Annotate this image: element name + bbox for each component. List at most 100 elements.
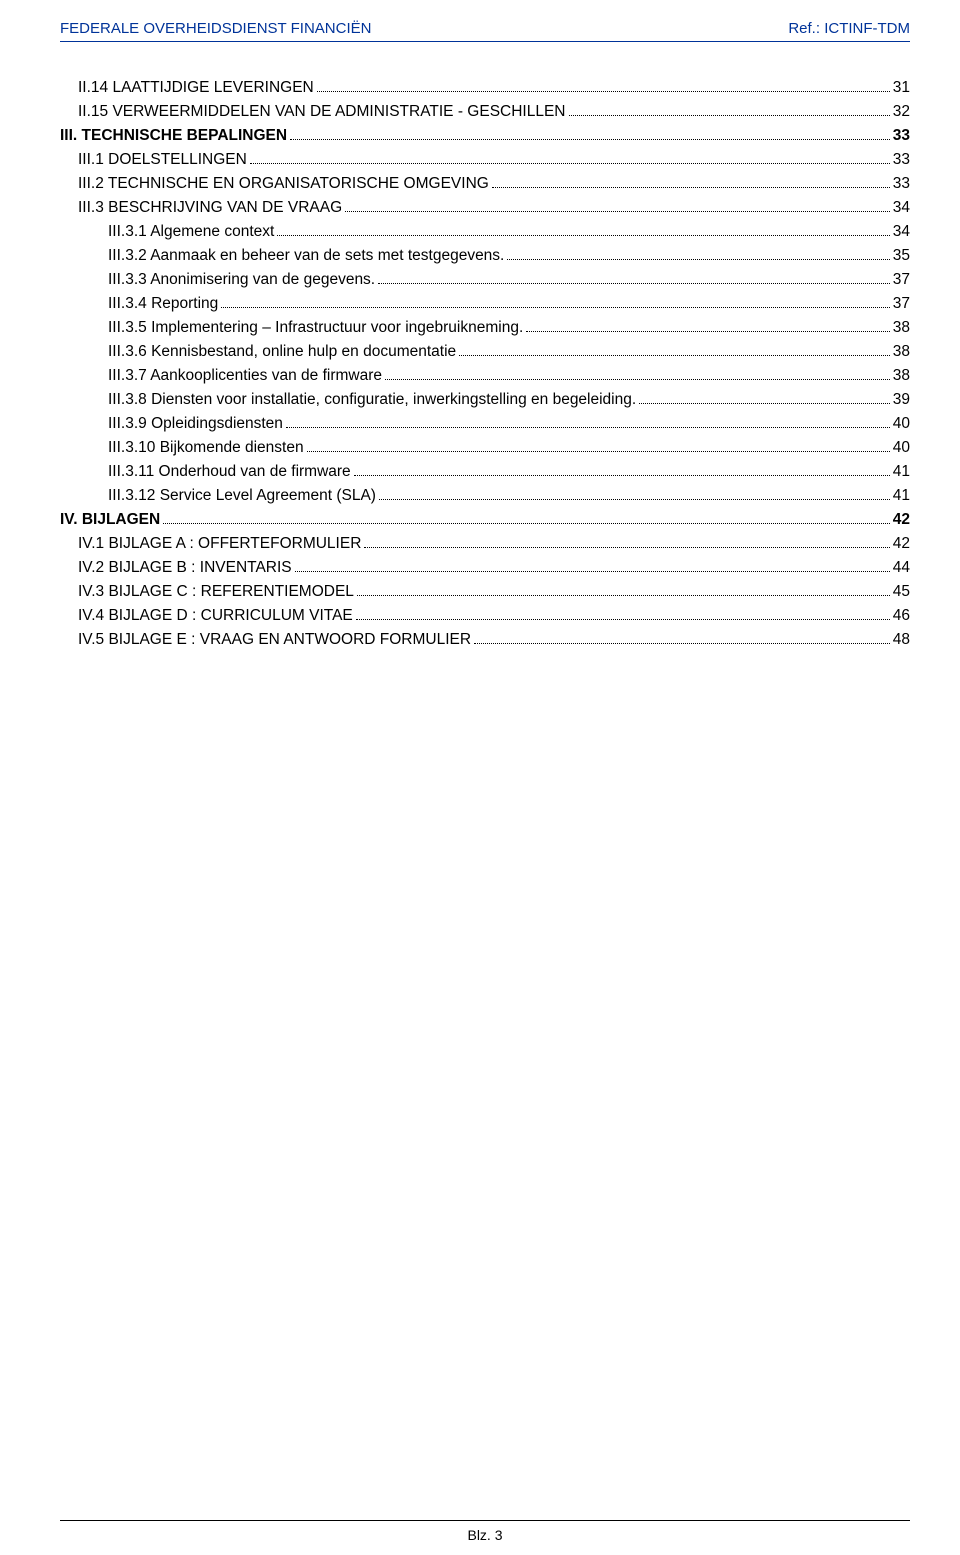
- toc-page: 32: [893, 100, 910, 124]
- toc-label: III.3.6 Kennisbestand, online hulp en do…: [108, 340, 456, 364]
- toc-row: IV. BIJLAGEN 42: [60, 508, 910, 532]
- toc-dots: [474, 643, 890, 644]
- toc-label: III.3.8 Diensten voor installatie, confi…: [108, 388, 636, 412]
- toc-page: 38: [893, 316, 910, 340]
- toc-row: III. TECHNISCHE BEPALINGEN 33: [60, 124, 910, 148]
- toc-label: IV.2 BIJLAGE B : INVENTARIS: [78, 556, 292, 580]
- toc-dots: [277, 235, 889, 236]
- toc-page: 42: [893, 532, 910, 556]
- toc-row: III.2 TECHNISCHE EN ORGANISATORISCHE OMG…: [78, 172, 910, 196]
- toc-row: IV.5 BIJLAGE E : VRAAG EN ANTWOORD FORMU…: [78, 628, 910, 652]
- header-rule: [60, 41, 910, 42]
- toc-page: 41: [893, 484, 910, 508]
- toc-label: III.3.7 Aankooplicenties van de firmware: [108, 364, 382, 388]
- toc-page: 40: [893, 436, 910, 460]
- toc-label: III.3 BESCHRIJVING VAN DE VRAAG: [78, 196, 342, 220]
- toc-dots: [345, 211, 890, 212]
- toc-row: III.3 BESCHRIJVING VAN DE VRAAG 34: [78, 196, 910, 220]
- toc-page: 34: [893, 220, 910, 244]
- toc-label: III.3.2 Aanmaak en beheer van de sets me…: [108, 244, 504, 268]
- toc-dots: [357, 595, 890, 596]
- toc-page: 37: [893, 268, 910, 292]
- footer-rule: [60, 1520, 910, 1521]
- toc-row: II.15 VERWEERMIDDELEN VAN DE ADMINISTRAT…: [78, 100, 910, 124]
- toc-page: 31: [893, 76, 910, 100]
- toc-row: IV.2 BIJLAGE B : INVENTARIS 44: [78, 556, 910, 580]
- toc-label: IV.5 BIJLAGE E : VRAAG EN ANTWOORD FORMU…: [78, 628, 471, 652]
- toc-label: III.3.3 Anonimisering van de gegevens.: [108, 268, 375, 292]
- toc-dots: [639, 403, 890, 404]
- toc-row: III.3.12 Service Level Agreement (SLA) 4…: [108, 484, 910, 508]
- toc-label: III. TECHNISCHE BEPALINGEN: [60, 124, 287, 148]
- toc-dots: [354, 475, 890, 476]
- toc-label: IV. BIJLAGEN: [60, 508, 160, 532]
- toc-dots: [290, 139, 890, 140]
- toc-page: 41: [893, 460, 910, 484]
- toc-row: IV.4 BIJLAGE D : CURRICULUM VITAE 46: [78, 604, 910, 628]
- toc-row: III.3.1 Algemene context 34: [108, 220, 910, 244]
- toc-label: III.3.11 Onderhoud van de firmware: [108, 460, 351, 484]
- toc-page: 42: [893, 508, 910, 532]
- page: FEDERALE OVERHEIDSDIENST FINANCIËN Ref.:…: [0, 0, 960, 1555]
- toc-row: III.3.7 Aankooplicenties van de firmware…: [108, 364, 910, 388]
- toc-label: II.14 LAATTIJDIGE LEVERINGEN: [78, 76, 314, 100]
- toc-page: 44: [893, 556, 910, 580]
- toc-label: III.3.4 Reporting: [108, 292, 218, 316]
- toc-label: III.3.5 Implementering – Infrastructuur …: [108, 316, 523, 340]
- toc-row: IV.3 BIJLAGE C : REFERENTIEMODEL 45: [78, 580, 910, 604]
- toc-dots: [459, 355, 890, 356]
- toc-page: 39: [893, 388, 910, 412]
- toc-page: 38: [893, 364, 910, 388]
- toc-label: III.3.12 Service Level Agreement (SLA): [108, 484, 376, 508]
- footer-page-number: Blz. 3: [60, 1527, 910, 1543]
- page-header: FEDERALE OVERHEIDSDIENST FINANCIËN Ref.:…: [60, 20, 910, 37]
- toc-label: III.3.10 Bijkomende diensten: [108, 436, 304, 460]
- toc-dots: [526, 331, 889, 332]
- toc-row: III.1 DOELSTELLINGEN 33: [78, 148, 910, 172]
- toc-page: 33: [893, 172, 910, 196]
- toc-label: III.2 TECHNISCHE EN ORGANISATORISCHE OMG…: [78, 172, 489, 196]
- toc-row: III.3.11 Onderhoud van de firmware 41: [108, 460, 910, 484]
- toc-dots: [317, 91, 890, 92]
- toc-dots: [507, 259, 889, 260]
- toc-row: III.3.3 Anonimisering van de gegevens. 3…: [108, 268, 910, 292]
- toc-row: III.3.9 Opleidingsdiensten 40: [108, 412, 910, 436]
- toc-row: III.3.10 Bijkomende diensten 40: [108, 436, 910, 460]
- table-of-contents: II.14 LAATTIJDIGE LEVERINGEN 31II.15 VER…: [60, 76, 910, 652]
- toc-label: III.3.1 Algemene context: [108, 220, 274, 244]
- toc-dots: [385, 379, 890, 380]
- toc-page: 37: [893, 292, 910, 316]
- header-right: Ref.: ICTINF-TDM: [788, 20, 910, 37]
- toc-row: III.3.6 Kennisbestand, online hulp en do…: [108, 340, 910, 364]
- toc-page: 34: [893, 196, 910, 220]
- toc-dots: [492, 187, 890, 188]
- toc-page: 33: [893, 148, 910, 172]
- toc-page: 45: [893, 580, 910, 604]
- toc-label: IV.1 BIJLAGE A : OFFERTEFORMULIER: [78, 532, 361, 556]
- toc-dots: [378, 283, 890, 284]
- toc-label: IV.3 BIJLAGE C : REFERENTIEMODEL: [78, 580, 354, 604]
- toc-page: 46: [893, 604, 910, 628]
- toc-row: III.3.8 Diensten voor installatie, confi…: [108, 388, 910, 412]
- toc-dots: [221, 307, 889, 308]
- toc-row: III.3.4 Reporting 37: [108, 292, 910, 316]
- toc-dots: [295, 571, 890, 572]
- toc-row: IV.1 BIJLAGE A : OFFERTEFORMULIER 42: [78, 532, 910, 556]
- toc-dots: [364, 547, 889, 548]
- toc-page: 48: [893, 628, 910, 652]
- toc-label: IV.4 BIJLAGE D : CURRICULUM VITAE: [78, 604, 353, 628]
- toc-dots: [569, 115, 890, 116]
- header-left: FEDERALE OVERHEIDSDIENST FINANCIËN: [60, 20, 371, 37]
- toc-label: III.3.9 Opleidingsdiensten: [108, 412, 283, 436]
- toc-label: III.1 DOELSTELLINGEN: [78, 148, 247, 172]
- toc-dots: [356, 619, 890, 620]
- toc-dots: [286, 427, 890, 428]
- toc-dots: [163, 523, 890, 524]
- toc-row: II.14 LAATTIJDIGE LEVERINGEN 31: [78, 76, 910, 100]
- toc-page: 40: [893, 412, 910, 436]
- toc-page: 33: [893, 124, 910, 148]
- toc-row: III.3.2 Aanmaak en beheer van de sets me…: [108, 244, 910, 268]
- toc-dots: [379, 499, 890, 500]
- page-footer: Blz. 3: [60, 1520, 910, 1543]
- toc-dots: [307, 451, 890, 452]
